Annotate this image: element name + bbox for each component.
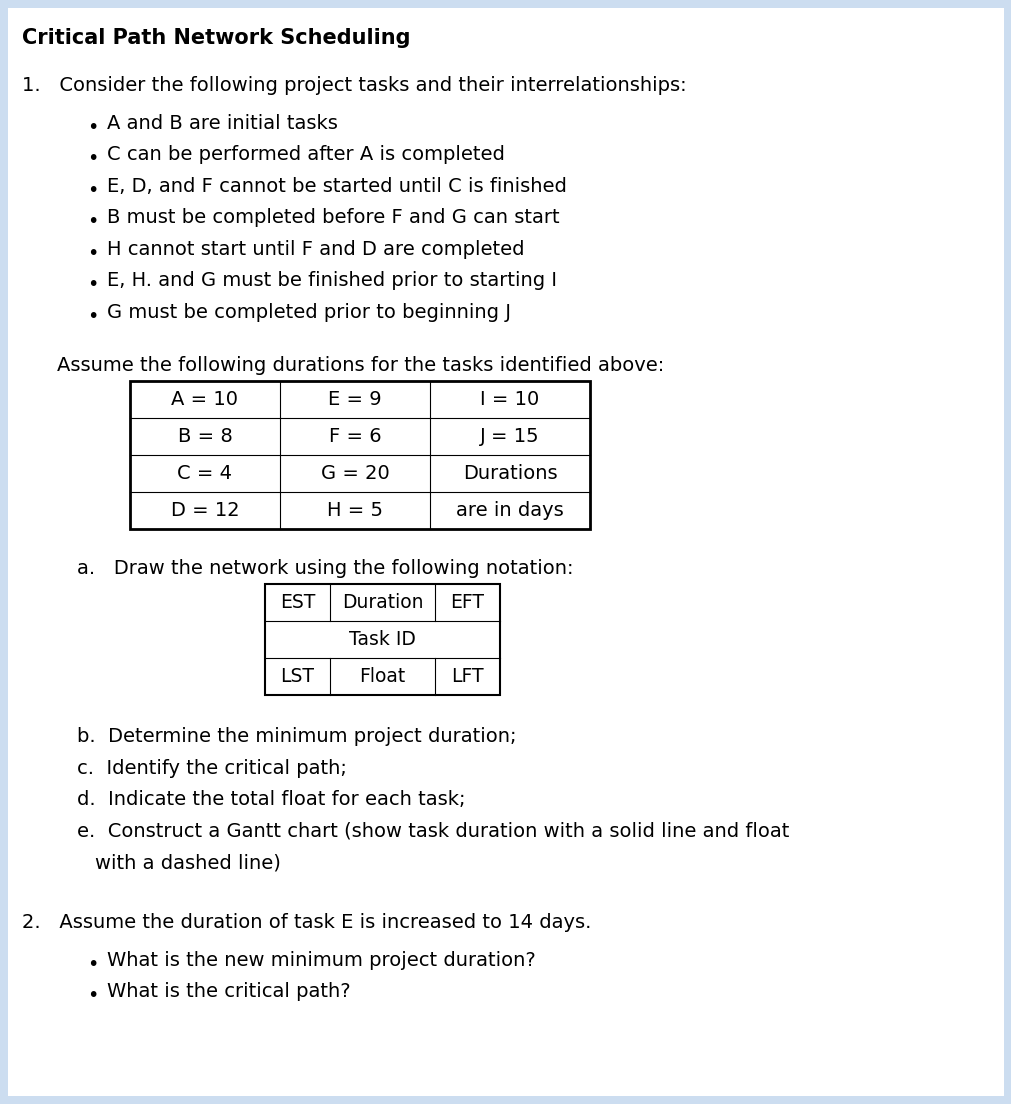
Text: What is the new minimum project duration?: What is the new minimum project duration… xyxy=(107,951,535,970)
Text: 1.   Consider the following project tasks and their interrelationships:: 1. Consider the following project tasks … xyxy=(22,76,685,95)
Text: Durations: Durations xyxy=(462,465,557,484)
Text: Float: Float xyxy=(359,668,405,687)
Text: What is the critical path?: What is the critical path? xyxy=(107,983,350,1001)
Text: Task ID: Task ID xyxy=(349,630,416,649)
Text: are in days: are in days xyxy=(456,501,563,520)
Text: •: • xyxy=(87,212,98,232)
Text: A = 10: A = 10 xyxy=(171,391,239,410)
Bar xyxy=(129,382,589,530)
Text: c.  Identify the critical path;: c. Identify the critical path; xyxy=(77,758,347,778)
Text: C = 4: C = 4 xyxy=(177,465,233,484)
Text: D = 12: D = 12 xyxy=(171,501,239,520)
Text: 2.   Assume the duration of task E is increased to 14 days.: 2. Assume the duration of task E is incr… xyxy=(22,913,590,932)
Text: b.  Determine the minimum project duration;: b. Determine the minimum project duratio… xyxy=(77,728,516,746)
Text: •: • xyxy=(87,181,98,200)
Text: •: • xyxy=(87,244,98,263)
Text: EST: EST xyxy=(279,594,314,613)
Text: B must be completed before F and G can start: B must be completed before F and G can s… xyxy=(107,209,559,227)
Text: E, H. and G must be finished prior to starting I: E, H. and G must be finished prior to st… xyxy=(107,272,556,290)
Text: E = 9: E = 9 xyxy=(328,391,381,410)
Text: B = 8: B = 8 xyxy=(178,427,233,446)
Text: C can be performed after A is completed: C can be performed after A is completed xyxy=(107,146,504,164)
Text: •: • xyxy=(87,955,98,974)
Text: G = 20: G = 20 xyxy=(320,465,389,484)
Text: Duration: Duration xyxy=(342,594,423,613)
Text: •: • xyxy=(87,307,98,326)
Text: Critical Path Network Scheduling: Critical Path Network Scheduling xyxy=(22,28,410,47)
Text: •: • xyxy=(87,987,98,1006)
Text: H = 5: H = 5 xyxy=(327,501,382,520)
Text: EFT: EFT xyxy=(450,594,484,613)
Text: e.  Construct a Gantt chart (show task duration with a solid line and float: e. Construct a Gantt chart (show task du… xyxy=(77,822,789,841)
Bar xyxy=(265,584,499,696)
Text: E, D, and F cannot be started until C is finished: E, D, and F cannot be started until C is… xyxy=(107,177,566,197)
Text: J = 15: J = 15 xyxy=(479,427,539,446)
Text: A and B are initial tasks: A and B are initial tasks xyxy=(107,114,338,132)
Text: Assume the following durations for the tasks identified above:: Assume the following durations for the t… xyxy=(57,357,663,375)
Text: with a dashed line): with a dashed line) xyxy=(95,853,281,872)
Text: •: • xyxy=(87,276,98,295)
Text: G must be completed prior to beginning J: G must be completed prior to beginning J xyxy=(107,302,511,322)
Text: F = 6: F = 6 xyxy=(329,427,381,446)
Text: a.   Draw the network using the following notation:: a. Draw the network using the following … xyxy=(77,560,573,578)
Text: I = 10: I = 10 xyxy=(480,391,539,410)
Text: d.  Indicate the total float for each task;: d. Indicate the total float for each tas… xyxy=(77,790,465,809)
Text: •: • xyxy=(87,118,98,137)
Text: H cannot start until F and D are completed: H cannot start until F and D are complet… xyxy=(107,240,524,259)
Text: LST: LST xyxy=(280,668,314,687)
Text: LFT: LFT xyxy=(451,668,483,687)
Text: •: • xyxy=(87,149,98,169)
